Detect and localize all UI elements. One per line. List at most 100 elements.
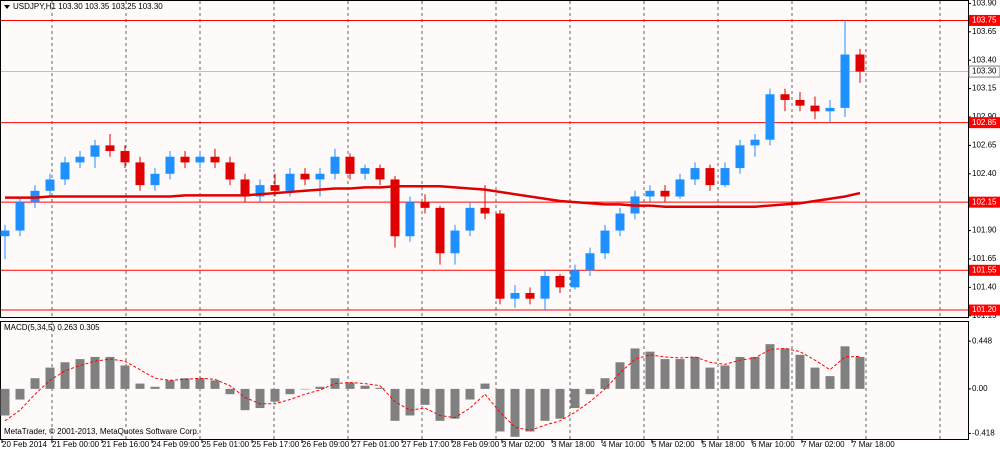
macd-pane [0, 321, 969, 440]
macd-bar [630, 348, 640, 389]
candle-body [705, 168, 715, 186]
y-tick-label: 102.65 [972, 140, 997, 149]
candle-body [855, 54, 865, 72]
macd-bar [105, 356, 115, 389]
macd-bar [135, 383, 145, 389]
candle-body [540, 275, 550, 299]
y-tick-label: 102.40 [972, 169, 997, 178]
macd-bar [450, 388, 460, 419]
x-tick-label: 24 Feb 09:00 [152, 440, 200, 449]
macd-bar [435, 388, 445, 421]
x-tick-label: 25 Feb 17:00 [252, 440, 300, 449]
y-tick-label: 103.40 [972, 55, 997, 64]
candle-body [750, 139, 760, 146]
candle-body [390, 179, 400, 237]
macd-bar [645, 351, 655, 389]
macd-bar [150, 386, 160, 389]
macd-bar [375, 387, 385, 389]
level-label: 102.85 [972, 118, 997, 127]
x-tick-label: 21 Feb 16:00 [102, 440, 150, 449]
level-box [969, 117, 1000, 129]
price-pane [0, 0, 969, 318]
x-tick-label: 28 Feb 09:00 [452, 440, 500, 449]
candle-body [495, 213, 505, 299]
macd-bar [555, 388, 565, 419]
candle-body [195, 156, 205, 163]
level-box [969, 196, 1000, 208]
macd-bar [510, 388, 520, 437]
candle-body [75, 156, 85, 163]
candle-body [675, 179, 685, 197]
y-tick-label: 101.65 [972, 254, 997, 263]
candle-body [765, 94, 775, 140]
y-tick-label: 103.65 [972, 27, 997, 36]
x-tick-label: 6 Mar 10:00 [752, 440, 795, 449]
macd-bar [75, 359, 85, 389]
candle-body [690, 168, 700, 180]
candle-body [450, 230, 460, 254]
grid-layer [1, 1, 968, 439]
menu-arrow[interactable] [4, 5, 10, 9]
candle-body [810, 105, 820, 112]
candle-body [825, 107, 835, 112]
macd-bar [735, 356, 745, 389]
level-box [969, 264, 1000, 276]
x-tick-label: 7 Mar 18:00 [852, 440, 895, 449]
candle-body [345, 156, 355, 174]
y-tick-label: 102.90 [972, 112, 997, 121]
level-label: 101.55 [972, 265, 997, 274]
candle-body [360, 168, 370, 174]
level-label: 102.15 [972, 197, 997, 206]
macd-title: MACD(5,34,5) 0.263 0.305 [4, 323, 100, 332]
macd-bar [615, 362, 625, 389]
macd-bar [660, 359, 670, 389]
macd-bar [285, 388, 295, 395]
macd-bar [390, 388, 400, 421]
candle-body [330, 156, 340, 174]
macd-bar [30, 378, 40, 389]
macd-signal [4, 347, 861, 431]
macd-bar [690, 356, 700, 389]
level-box [969, 14, 1000, 26]
macd-bar [540, 388, 550, 421]
candle-body [15, 202, 25, 231]
macd-bar [795, 354, 805, 389]
candle-body [375, 168, 385, 180]
candle-body [600, 230, 610, 254]
candle-body [255, 185, 265, 197]
last-price-label: 103.30 [972, 67, 997, 76]
marks-layer [0, 20, 865, 437]
candle-body [315, 173, 325, 180]
macd-bar [705, 367, 715, 389]
macd-bar [180, 378, 190, 389]
macd-bar [60, 362, 70, 389]
macd-bar [570, 388, 580, 409]
candle-body [210, 156, 220, 163]
macd-bar [465, 388, 475, 400]
candle-body [465, 207, 475, 231]
candle-body [735, 145, 745, 169]
level-label: 103.75 [972, 16, 997, 25]
candle-body [150, 173, 160, 186]
macd-bar [45, 367, 55, 389]
macd-bar [225, 388, 235, 395]
candle-body [525, 293, 535, 299]
macd-bar [825, 376, 835, 389]
chart-title: USDJPY,H1 103.30 103.35 103.25 103.30 [13, 2, 163, 11]
candle-body [180, 156, 190, 163]
macd-bar [405, 388, 415, 416]
macd-bar [840, 346, 850, 389]
candle-body [840, 54, 850, 108]
macd-bar [195, 378, 205, 389]
macd-bar [240, 388, 250, 411]
macd-bar [0, 388, 10, 416]
level-box [969, 304, 1000, 316]
candle-body [570, 270, 580, 288]
macd-bar [810, 367, 820, 389]
macd-bar [600, 378, 610, 389]
macd-bar [585, 388, 595, 395]
candle-body [165, 156, 175, 174]
x-tick-label: 5 Mar 02:00 [652, 440, 695, 449]
